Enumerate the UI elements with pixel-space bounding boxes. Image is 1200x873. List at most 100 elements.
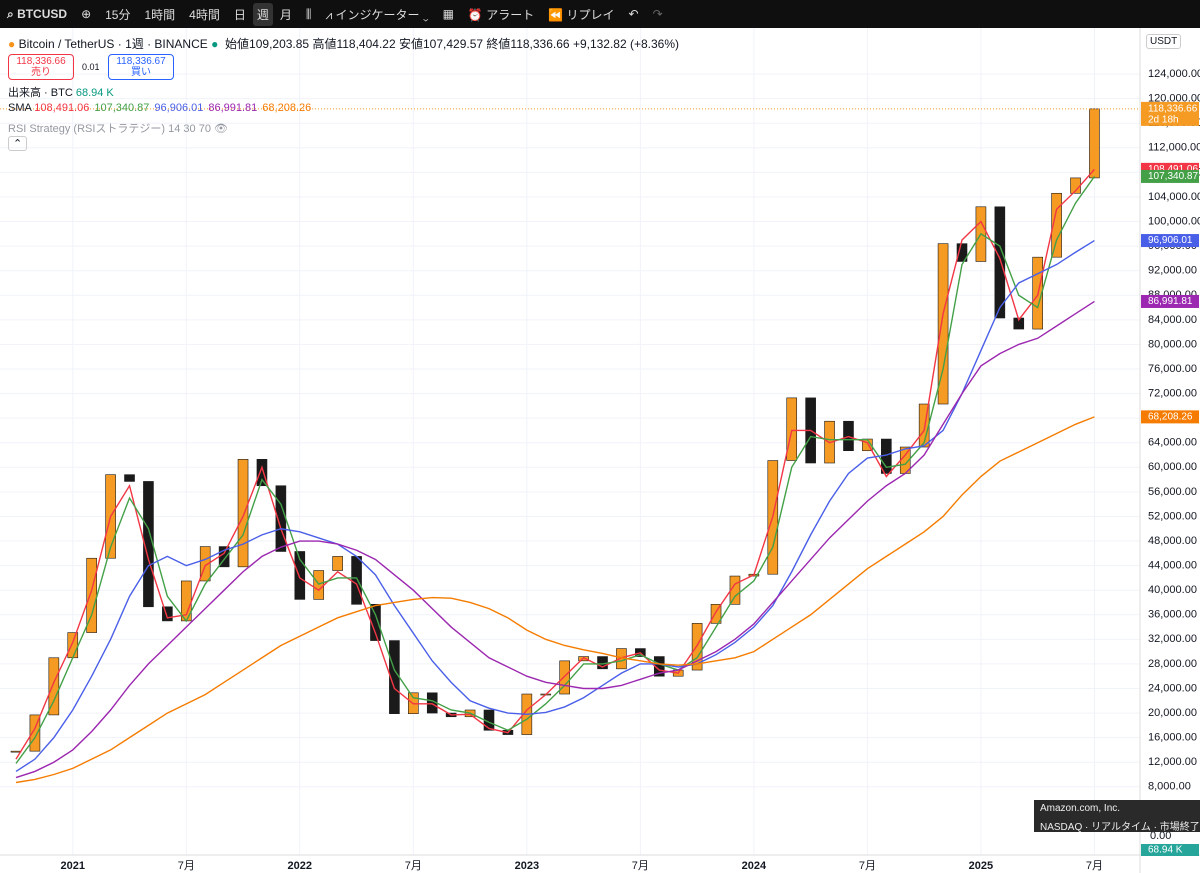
price-axis — [1140, 28, 1200, 873]
x-tick-label: 2024 — [742, 860, 767, 872]
candle — [124, 474, 135, 482]
y-tick-label: 48,000.00 — [1148, 535, 1197, 547]
candle — [199, 546, 211, 582]
open: 109,203.85 — [249, 37, 310, 51]
y-tick-label: 64,000.00 — [1148, 437, 1197, 449]
price-tag-label: 118,336.66 — [1148, 104, 1198, 115]
tooltip-title: Amazon.com, Inc. — [1040, 803, 1121, 814]
volume-axis-label: 0.00 — [1150, 830, 1171, 842]
sma-line — [15, 300, 1095, 779]
sma-legend: SMA 108,491.06 107,340.87 96,906.01 86,991.… — [8, 102, 316, 114]
currency[interactable]: USDT — [1146, 34, 1182, 49]
x-tick-label: 7月 — [859, 860, 876, 872]
legend-title: ● Bitcoin / TetherUS · 1週 · BINANCE ● 始値… — [8, 37, 680, 51]
candle — [294, 551, 306, 600]
interval[interactable]: 日 — [233, 7, 246, 22]
replay[interactable]: ⏪ リプレイ — [548, 7, 615, 22]
interval[interactable]: 1時間 — [144, 7, 176, 22]
sma-value: 107,340.87 — [94, 102, 150, 114]
candle — [48, 657, 60, 716]
alert[interactable]: ⏰ アラート — [467, 7, 535, 22]
interval[interactable]: 4時間 — [189, 7, 220, 22]
symbol-search[interactable]: ⌕ BTCUSD — [7, 6, 68, 21]
x-tick-label: 7月 — [405, 860, 422, 872]
interval[interactable]: 月 — [279, 7, 292, 22]
chart-type[interactable]: ⫼ — [305, 6, 312, 21]
low: 107,429.57 — [423, 37, 484, 51]
price-tag-label: 107,340.87 — [1148, 171, 1198, 182]
candle — [370, 604, 381, 641]
close-label: 終値 — [486, 37, 511, 51]
x-tick-label: 2022 — [288, 860, 312, 872]
sell-price: 118,336.66 — [16, 56, 66, 67]
sma-value: 68,208.26 — [262, 102, 312, 114]
indicators[interactable]: ⩘ インジケーター ⌄ — [325, 7, 429, 22]
candle — [67, 632, 79, 659]
sell-button[interactable]: 118,336.66 売り — [8, 54, 74, 80]
change: +9,132.82 (+8.36%) — [572, 37, 680, 51]
y-tick-label: 32,000.00 — [1148, 633, 1197, 645]
candle — [786, 397, 798, 461]
price-tag — [1141, 101, 1199, 126]
candle — [710, 604, 722, 624]
x-tick-label: 2021 — [61, 860, 85, 872]
y-tick-label: 36,000.00 — [1148, 609, 1197, 621]
candle — [994, 206, 1006, 319]
price-tag — [1141, 234, 1199, 248]
y-tick-label: 92,000.00 — [1148, 265, 1197, 277]
y-tick-label: 12,000.00 — [1148, 756, 1197, 768]
sma-value: 86,991.81 — [208, 102, 258, 114]
sma-label: SMA — [8, 102, 32, 114]
y-tick-label: 120,000.00 — [1148, 93, 1200, 105]
y-tick-label: 100,000.00 — [1148, 215, 1200, 227]
layouts[interactable]: ▦ — [442, 7, 454, 21]
y-tick-label: 16,000.00 — [1148, 732, 1197, 744]
candle — [256, 459, 268, 487]
y-tick-label: 84,000.00 — [1148, 314, 1197, 326]
candle — [162, 606, 173, 622]
candle — [559, 660, 570, 695]
sell-label: 売り — [31, 67, 51, 78]
y-tick-label: 52,000.00 — [1148, 510, 1197, 522]
price-tag-label: 108,491.06 — [1148, 164, 1198, 175]
redo[interactable]: ↷ — [652, 7, 663, 21]
rsi-label: RSI Strategy (RSIストラテジー) — [8, 123, 166, 135]
undo[interactable]: ↶ — [628, 7, 639, 21]
volume-value: 68.94 K — [75, 87, 114, 99]
y-tick-label: 76,000.00 — [1148, 363, 1197, 375]
low-label: 安値 — [398, 37, 423, 51]
x-tick-label: 2023 — [515, 860, 539, 872]
sma-line — [15, 176, 1096, 764]
candle — [10, 750, 22, 753]
buy-label: 買い — [131, 67, 151, 78]
buy-button[interactable]: 118,336.67 買い — [108, 54, 174, 80]
y-tick-label: 72,000.00 — [1148, 387, 1197, 399]
candle — [237, 459, 249, 568]
price-tag — [1141, 410, 1199, 424]
x-tick-label: 7月 — [1086, 860, 1103, 872]
high: 118,404.22 — [336, 37, 396, 51]
price-tag-label: 68,208.26 — [1148, 412, 1193, 423]
y-tick-label: 56,000.00 — [1148, 486, 1197, 498]
interval[interactable]: 週 — [252, 2, 273, 26]
volume-tag — [1141, 844, 1199, 856]
candle — [956, 243, 968, 262]
candle — [313, 570, 325, 600]
price-tag — [1141, 169, 1199, 183]
y-tick-label: 112,000.00 — [1148, 142, 1200, 154]
candle — [351, 556, 362, 605]
y-tick-label: 20,000.00 — [1148, 707, 1197, 719]
candle — [1089, 108, 1100, 179]
volume-tag-label: 68.94 K — [1148, 845, 1183, 856]
chart: 8,000.00 12,000.00 16,000.00 20,000.00 24,00… — [0, 28, 1200, 873]
candle — [29, 714, 41, 752]
y-tick-label: 60,000.00 — [1148, 461, 1197, 473]
add[interactable]: ⊕ — [81, 7, 92, 21]
y-tick-label: 28,000.00 — [1148, 658, 1197, 670]
countdown: 2d 18h — [1148, 115, 1179, 126]
interval[interactable]: 15分 — [105, 7, 131, 22]
candle — [332, 556, 343, 571]
collapse[interactable]: ⌃ — [8, 136, 28, 151]
y-tick-label: 80,000.00 — [1148, 338, 1197, 350]
volume-label: 出来高 · BTC — [8, 87, 73, 99]
